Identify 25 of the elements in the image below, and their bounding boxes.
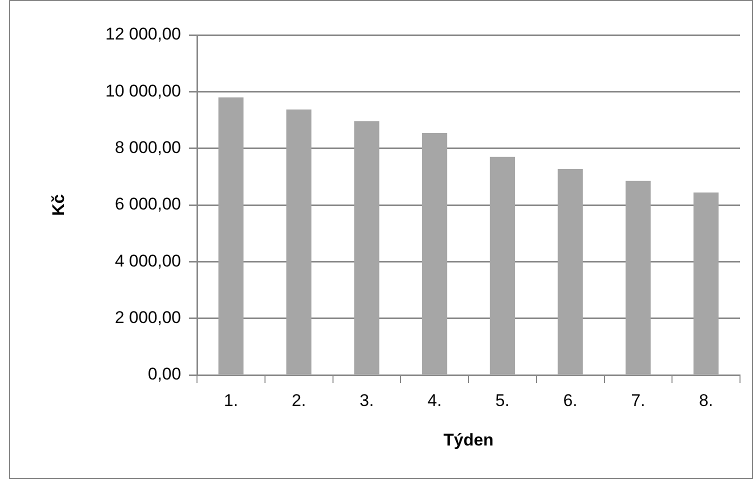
x-tick-label: 7. [631,390,646,410]
y-tick-label: 6 000,00 [114,194,182,214]
x-tick-label: 2. [292,390,306,410]
bar [626,180,651,374]
bar [422,133,448,374]
y-tick-label: 8 000,00 [114,138,182,158]
y-axis-title: Kč [48,194,68,216]
y-tick-label: 12 000,00 [105,24,182,44]
bar [286,110,312,374]
x-tick-label: 5. [495,390,510,410]
x-tick-label: 3. [360,390,374,410]
x-axis-title: Týden [443,430,494,450]
x-tick-label: 6. [563,390,578,410]
y-tick-label: 2 000,00 [114,308,182,328]
x-tick-label: 4. [427,390,442,410]
bar [694,192,719,374]
y-tick-label: 4 000,00 [114,251,182,270]
bar [354,121,380,374]
x-tick-label: 1. [224,390,238,410]
x-tick-label: 8. [698,390,714,410]
y-tick-label: 0,00 [148,364,182,384]
y-tick-label: 10 000,00 [105,81,182,100]
bar [218,97,244,374]
bar [490,156,516,374]
bar [558,169,583,374]
